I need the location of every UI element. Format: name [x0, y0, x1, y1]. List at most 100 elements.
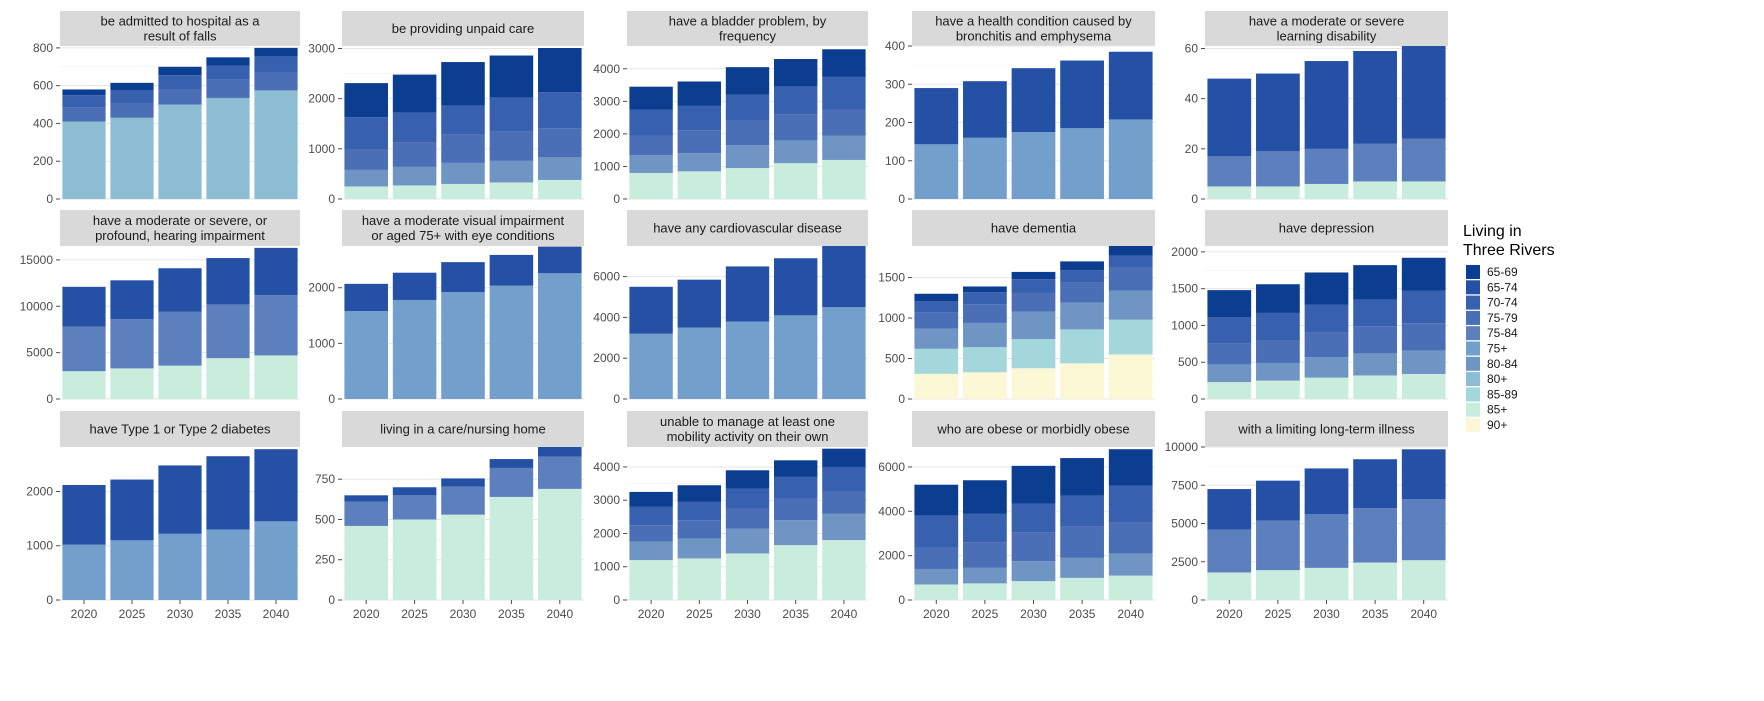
bar-segment: [914, 144, 959, 199]
legend-swatch: [1466, 387, 1480, 402]
bar-segment: [1108, 553, 1153, 576]
bar-segment: [629, 541, 673, 561]
y-tick-label: 0: [328, 192, 335, 206]
legend-swatch: [1466, 295, 1480, 310]
y-tick-label: 15000: [20, 253, 54, 267]
bar-segment: [489, 467, 534, 497]
bar-segment: [1108, 354, 1153, 399]
bar-segment: [206, 97, 250, 199]
bar-segment: [914, 88, 959, 145]
bar-segment: [344, 501, 388, 526]
bar-segment: [1108, 255, 1153, 268]
bar-segment: [914, 348, 959, 374]
bar-segment: [1256, 520, 1300, 571]
bar-segment: [1011, 311, 1056, 340]
bar-segment: [254, 449, 298, 522]
y-tick-label: 2000: [593, 127, 620, 141]
bar-segment: [1353, 562, 1397, 600]
x-tick-label: 2035: [782, 607, 809, 621]
bar-segment: [1353, 143, 1397, 182]
bar-segment: [822, 466, 866, 492]
y-tick-label: 600: [33, 79, 53, 93]
bar-segment: [725, 470, 770, 489]
facet-title: have any cardiovascular disease: [653, 221, 842, 236]
x-tick-label: 2025: [401, 607, 428, 621]
y-tick-label: 500: [885, 352, 905, 366]
legend-title: Three Rivers: [1463, 242, 1555, 259]
bar-segment: [1304, 514, 1349, 568]
facet-strip: [60, 11, 300, 46]
bar-segment: [110, 479, 154, 541]
bar-segment: [392, 112, 437, 143]
bar-segment: [538, 128, 582, 158]
bar-segment: [1401, 257, 1446, 291]
facet-title: frequency: [719, 29, 777, 44]
facet-panel: have depression 0 500 1000 1500 2000: [1171, 210, 1448, 406]
bar-segment: [774, 545, 818, 600]
bar-segment: [1401, 560, 1446, 600]
bar-segment: [1011, 465, 1056, 504]
facet-strip: [342, 411, 584, 447]
bar-segment: [158, 365, 202, 399]
bar-segment: [1108, 267, 1153, 291]
bar-segment: [158, 89, 202, 105]
facet-strip: [1205, 11, 1448, 46]
bar-segment: [1108, 51, 1153, 120]
facet-panel: who are obese or morbidly obese 2020 2025 2…: [878, 411, 1155, 621]
legend-label: 80-84: [1487, 357, 1518, 371]
bar-segment: [774, 520, 818, 546]
bar-segment: [1011, 279, 1056, 293]
bar-segment: [1011, 581, 1056, 600]
bar-segment: [1207, 186, 1252, 199]
bar-segment: [1060, 329, 1104, 364]
bar-segment: [538, 456, 582, 489]
y-tick-label: 2000: [1171, 245, 1198, 259]
bar-segment: [629, 172, 673, 199]
y-tick-label: 750: [315, 472, 335, 486]
bar-segment: [441, 134, 485, 163]
bar-segment: [158, 75, 202, 90]
y-tick-label: 1000: [308, 336, 335, 350]
x-tick-label: 2020: [1216, 607, 1243, 621]
legend-label: 65-74: [1487, 280, 1518, 294]
bar-segment: [1011, 271, 1056, 280]
y-tick-label: 0: [328, 593, 335, 607]
bar-segment: [254, 521, 298, 600]
facet-strip: [627, 11, 868, 46]
bar-segment: [62, 95, 106, 108]
bar-segment: [1108, 246, 1153, 256]
bar-segment: [1207, 529, 1252, 573]
legend-label: 85-89: [1487, 387, 1518, 401]
bar-segment: [110, 319, 154, 369]
bar-segment: [629, 86, 673, 110]
bar-segment: [914, 584, 959, 600]
bar-segment: [538, 273, 582, 399]
legend-swatch: [1466, 372, 1480, 387]
bar-segment: [206, 304, 250, 359]
x-tick-label: 2035: [1069, 607, 1096, 621]
bar-segment: [254, 72, 298, 91]
bar-segment: [677, 81, 721, 106]
y-tick-label: 0: [1191, 392, 1198, 406]
y-tick-label: 2000: [593, 526, 620, 540]
facet-title: have a moderate or severe: [1249, 14, 1404, 29]
bar-segment: [1304, 357, 1349, 378]
y-tick-label: 3000: [308, 42, 335, 56]
bar-segment: [1401, 46, 1446, 139]
bar-segment: [62, 121, 106, 199]
bar-segment: [1401, 449, 1446, 500]
bar-segment: [1401, 290, 1446, 324]
y-tick-label: 0: [46, 593, 53, 607]
bar-segment: [206, 79, 250, 98]
bar-segment: [1256, 186, 1300, 199]
y-tick-label: 0: [613, 192, 620, 206]
bar-segment: [1304, 61, 1349, 149]
bar-segment: [392, 142, 437, 167]
facet-title: who are obese or morbidly obese: [936, 422, 1129, 437]
bar-segment: [254, 355, 298, 399]
bar-segment: [158, 66, 202, 76]
bar-segment: [110, 103, 154, 118]
facet-strip: [912, 411, 1155, 447]
bar-segment: [538, 92, 582, 129]
